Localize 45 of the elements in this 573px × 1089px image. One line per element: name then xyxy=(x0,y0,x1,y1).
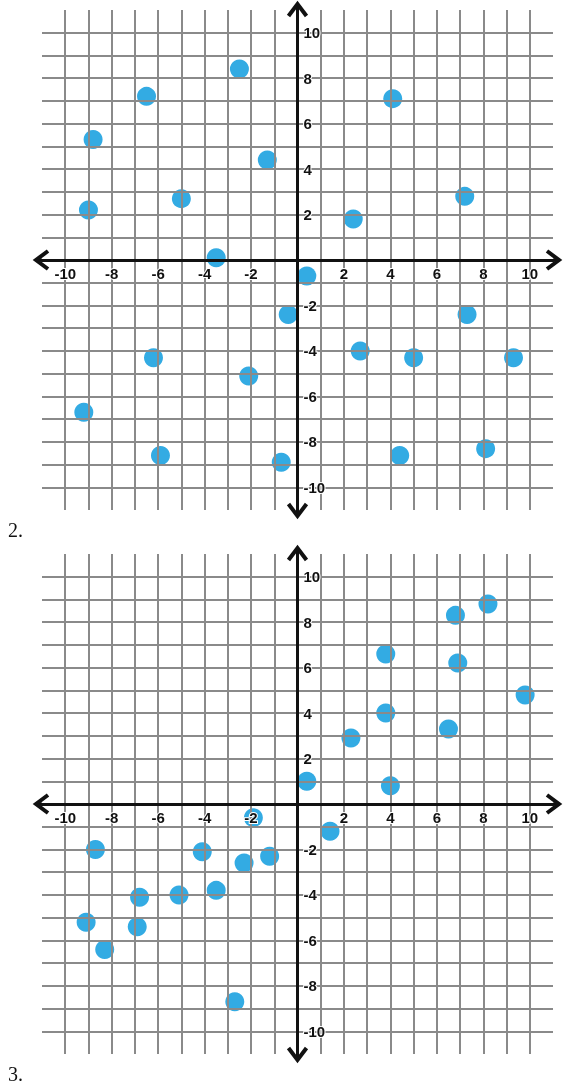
text: 3. xyxy=(8,1063,23,1085)
y-tick-label: -8 xyxy=(303,433,317,451)
y-tick-label: 2 xyxy=(303,206,312,224)
y-tick-label: -8 xyxy=(303,977,317,995)
x-tick-label: 10 xyxy=(521,265,539,282)
x-tick-label: -6 xyxy=(151,265,165,282)
y-tick-label: 2 xyxy=(303,750,312,768)
point xyxy=(390,445,410,465)
x-tick-label: 4 xyxy=(386,265,396,282)
x-tick-label: 4 xyxy=(386,809,396,826)
x-tick-label: -10 xyxy=(54,809,77,826)
y-tick-label: -10 xyxy=(303,1022,326,1040)
y-tick-label: -2 xyxy=(303,840,317,858)
y-tick-label: -4 xyxy=(303,342,318,360)
x-tick-label: -4 xyxy=(197,265,212,282)
x-tick-label: 10 xyxy=(521,809,539,826)
x-tick-label: 2 xyxy=(339,809,349,826)
x-tick-label: 6 xyxy=(432,809,442,826)
y-tick-label: 4 xyxy=(303,704,313,722)
y-tick-label: 4 xyxy=(303,160,313,178)
x-tick-label: 8 xyxy=(479,809,488,826)
y-tick-label: -6 xyxy=(303,387,317,405)
x-tick-label: -6 xyxy=(151,809,165,826)
y-tick-label: -6 xyxy=(303,931,317,949)
y-tick-label: 10 xyxy=(303,24,321,42)
text: 2. xyxy=(8,519,23,541)
y-tick-label: -4 xyxy=(303,886,318,904)
x-tick-label: 2 xyxy=(339,265,349,282)
y-tick-label: 10 xyxy=(303,568,321,586)
y-tick-label: -10 xyxy=(303,478,326,496)
x-tick-label: 8 xyxy=(479,265,488,282)
x-tick-label: -8 xyxy=(105,809,119,826)
y-tick-label: -2 xyxy=(303,296,317,314)
y-tick-label: 6 xyxy=(303,659,312,677)
x-tick-label: -10 xyxy=(54,265,77,282)
y-tick-label: 8 xyxy=(303,613,312,631)
x-tick-label: 6 xyxy=(432,265,442,282)
point xyxy=(229,59,249,79)
y-tick-label: 8 xyxy=(303,69,312,87)
x-tick-label: -2 xyxy=(244,809,258,826)
x-tick-label: -4 xyxy=(197,809,212,826)
x-tick-label: -2 xyxy=(244,265,258,282)
point xyxy=(439,719,458,739)
y-tick-label: 6 xyxy=(303,115,312,133)
x-tick-label: -8 xyxy=(105,265,119,282)
